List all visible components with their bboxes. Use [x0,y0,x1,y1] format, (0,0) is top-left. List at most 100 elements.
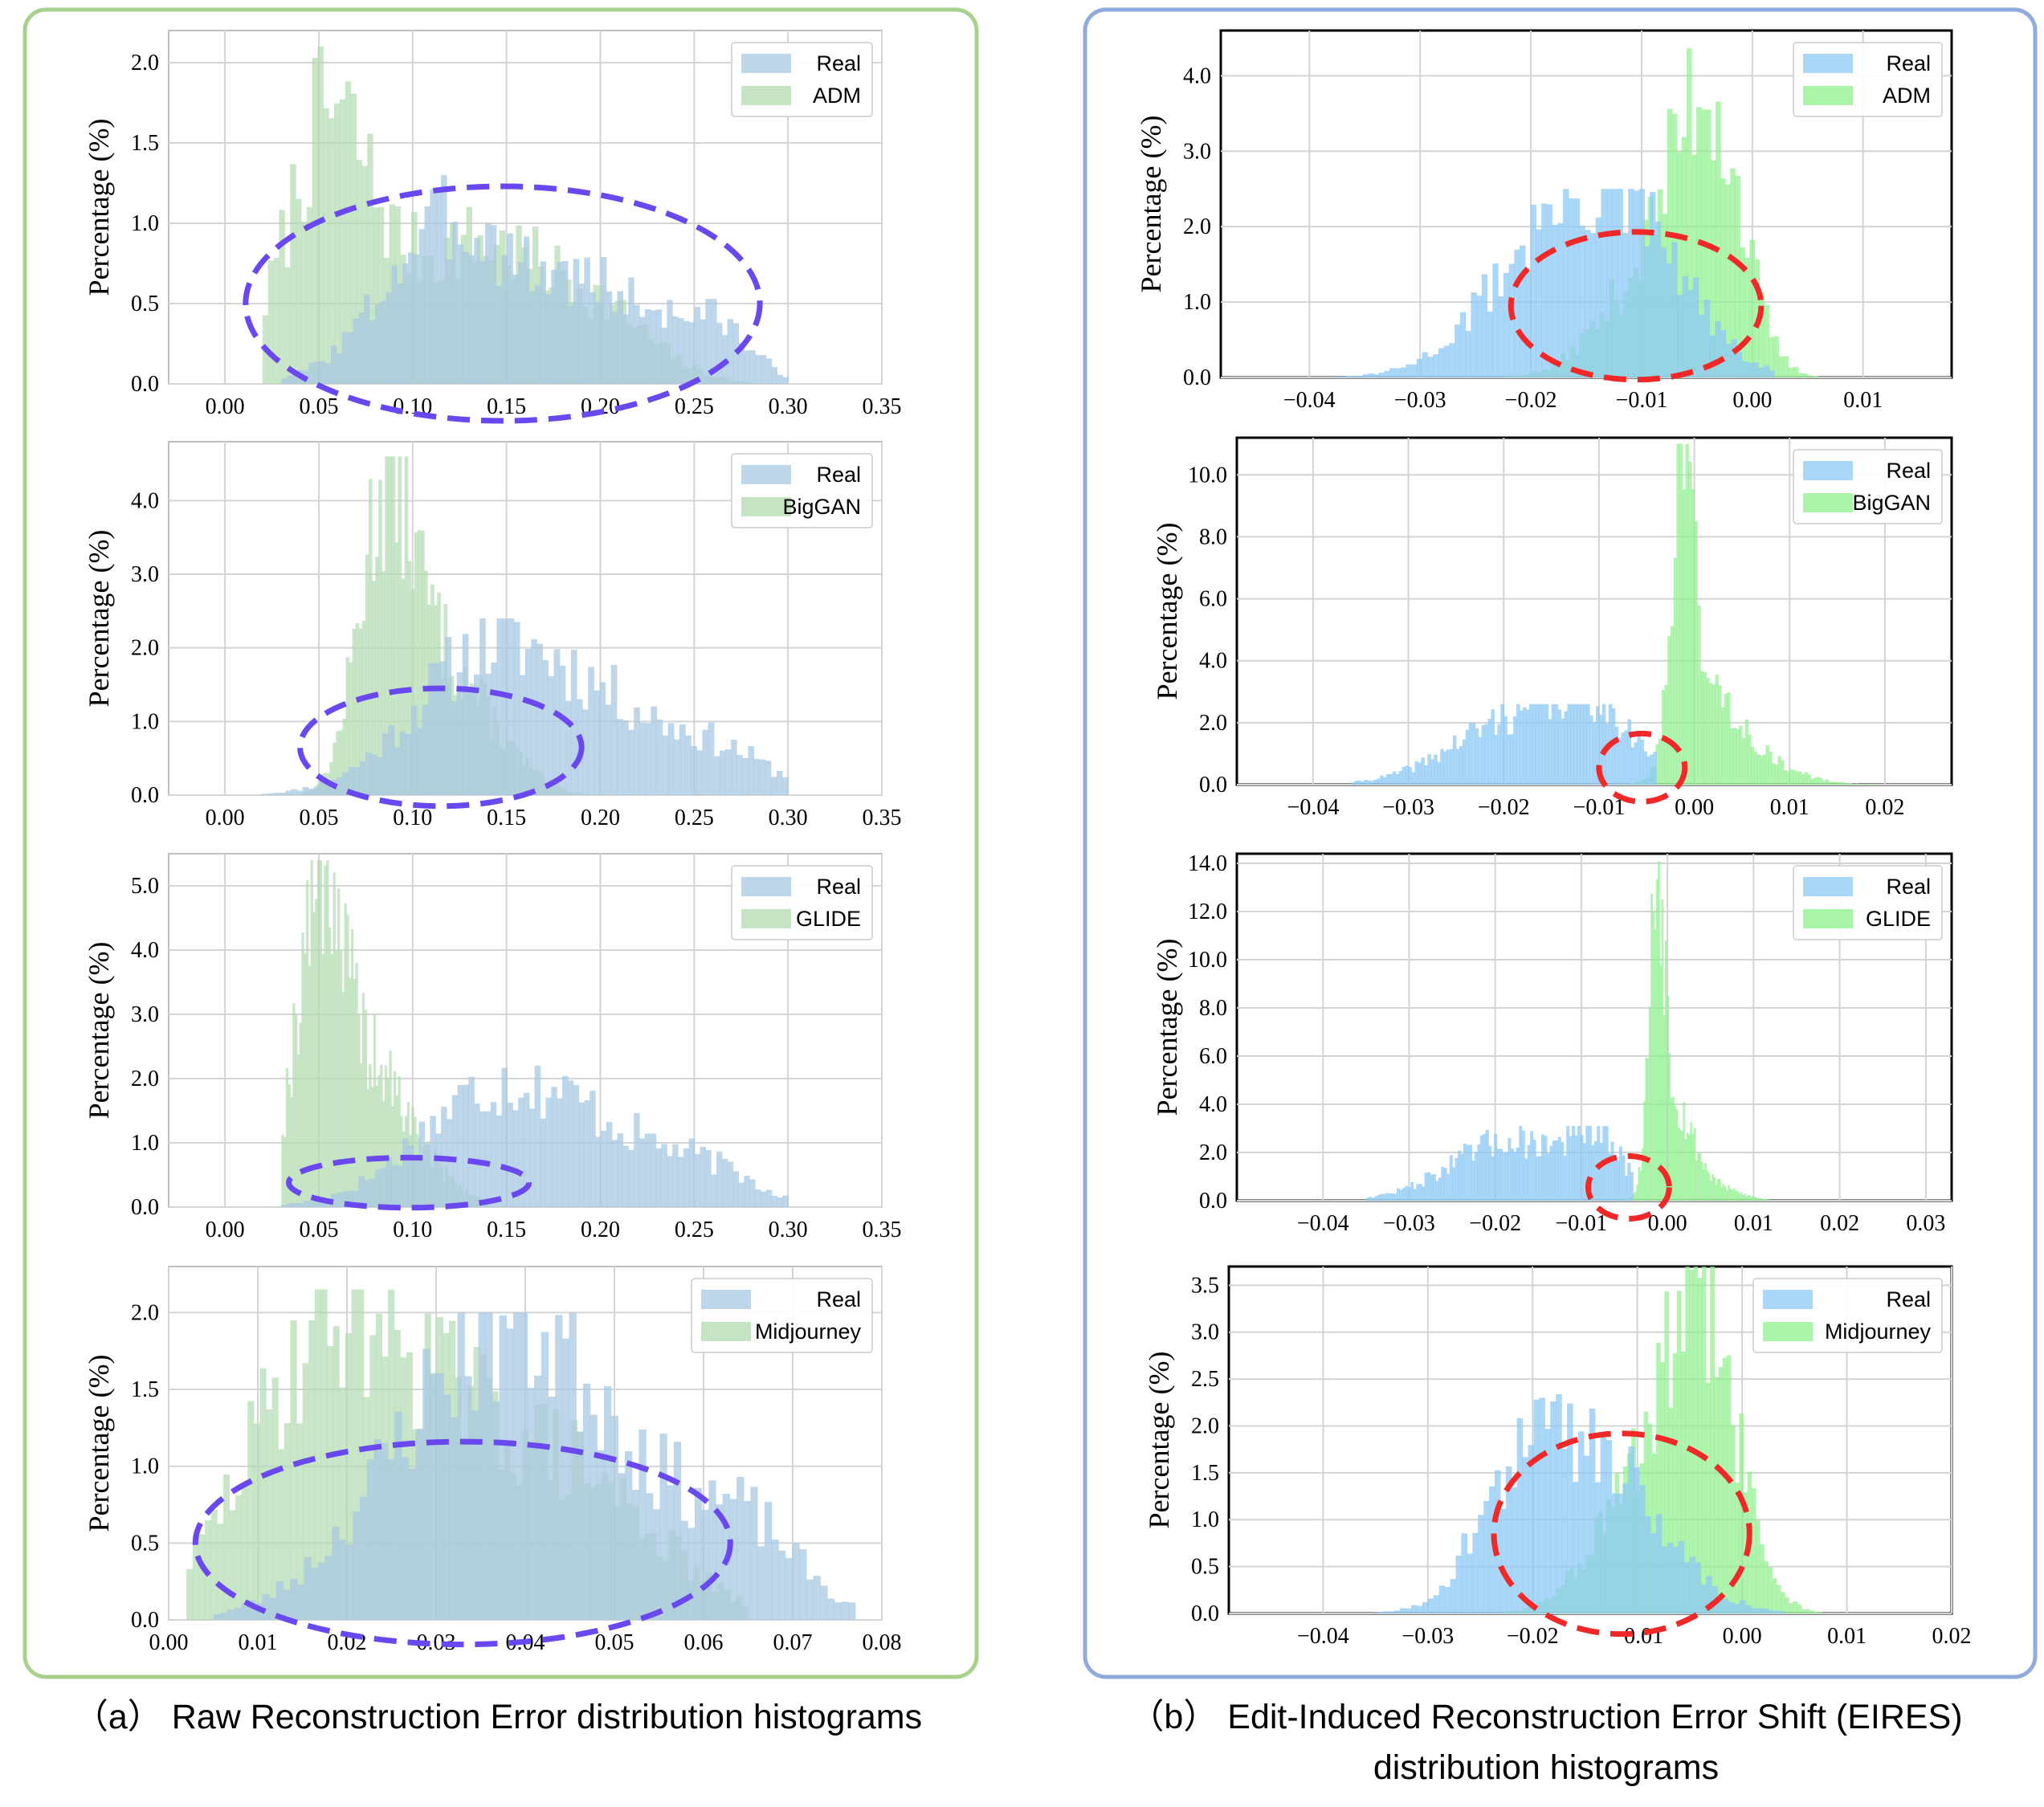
histogram-bar-biggan [1831,781,1835,785]
histogram-bar-adm [328,118,335,385]
histogram-bar-real [416,728,423,795]
histogram-bar-real [308,362,315,384]
histogram-bar-real [569,1312,577,1620]
histogram-bar-real [1580,1135,1584,1201]
x-tick-label: 0.00 [206,806,245,830]
histogram-bar-glide [326,860,329,1207]
histogram-bar-real [348,766,355,795]
histogram-bar-real [1585,230,1591,377]
histogram-bar-real [1536,1156,1540,1201]
histogram-bar-glide [1688,1134,1691,1201]
histogram-bar-real [792,1543,800,1620]
histogram-bar-biggan [1777,756,1781,785]
histogram-bar-real [705,299,712,384]
histogram-bar-biggan [1718,685,1722,785]
histogram-bar-real [373,1439,381,1620]
histogram-bar-real [1471,722,1476,785]
histogram-bar-glide [373,1014,377,1207]
histogram-bar-real [1503,716,1508,785]
histogram-bar-real [247,1600,256,1620]
histogram-bar-adm [1793,366,1799,377]
x-tick-label: 0.01 [1770,795,1809,820]
histogram-bar-real [551,1087,557,1207]
histogram-bar-real [667,1156,673,1207]
histogram-bar-real [1548,719,1552,785]
histogram-bar-real [1637,731,1641,785]
histogram-bar-adm [356,160,362,384]
histogram-bar-real [341,332,349,384]
histogram-bar-real [760,355,767,384]
highlight-ellipse [1596,730,1688,805]
histogram-bar-real [755,355,761,384]
histogram-bar-real [1588,1126,1592,1201]
histogram-bar-real [576,1431,584,1620]
histogram-bar-biggan [1822,780,1826,785]
histogram-bar-real [1418,1184,1422,1201]
histogram-bar-adm [1730,168,1736,377]
histogram-bar-real [673,1442,682,1620]
histogram-bar-adm [284,267,291,384]
histogram-bar-real [1521,1130,1525,1201]
histogram-bar-glide [1675,1109,1679,1201]
histogram-bar-real [1487,718,1492,785]
y-axis-label: Percentage (%) [83,1355,115,1532]
histogram-bar-glide [1731,1189,1734,1201]
histogram-bar-real [353,767,361,795]
histogram-bar-real [764,1502,773,1620]
histogram-bar-real [605,704,612,795]
histogram-bar-real [1497,724,1501,785]
histogram-bar-glide [1736,1191,1740,1201]
histogram-bar-real [457,1312,465,1620]
histogram-bar-real [1561,1448,1568,1613]
histogram-bar-real [1634,742,1638,785]
histogram-bar-glide [369,1063,372,1207]
histogram-bar-biggan [365,554,369,795]
histogram-bar-real [694,1154,701,1207]
histogram-bar-real [1508,1137,1512,1201]
x-tick-label: −0.04 [1297,1211,1349,1236]
histogram-bar-real [1389,368,1396,377]
histogram-bar-real [813,1576,821,1620]
histogram-bar-real [1761,1609,1769,1613]
x-tick-label: 0.01 [1734,1211,1773,1236]
histogram-bar-real [1601,189,1607,377]
histogram-bar-real [655,309,663,384]
histogram-bar-adm [1783,356,1789,377]
histogram-bar-real [677,1156,684,1207]
histogram-bar-glide [1742,1194,1744,1201]
histogram-bar-real [1422,352,1428,377]
x-tick-label: 0.25 [675,806,714,830]
histogram-bar-real [1516,704,1520,785]
histogram-bar-real [820,1585,828,1620]
histogram-bar-adm [1749,239,1756,377]
histogram-bar-real [1361,781,1365,785]
histogram-bar-real [1427,357,1434,377]
histogram-bar-real [1568,198,1575,377]
histogram-bar-glide [1695,1160,1698,1201]
x-tick-label: 0.01 [239,1630,278,1655]
y-tick-label: 1.0 [1183,290,1211,315]
histogram-bar-real [226,1609,235,1620]
histogram-bar-real [732,1171,740,1207]
histogram-bar-real [1458,1150,1462,1201]
histogram-bar-real [1698,315,1705,377]
histogram-bar-glide [1761,1199,1765,1201]
histogram-bar-real [1723,1598,1729,1613]
histogram-bar-biggan [1751,746,1755,785]
histogram-bar-real [1599,1142,1603,1201]
histogram-bar-midjourney [1676,1291,1682,1613]
histogram-bar-real [506,1328,514,1620]
histogram-bar-real [1614,726,1619,785]
histogram-bar-real [683,1148,690,1207]
histogram-bar-real [744,350,750,384]
histogram-bar-real [606,1122,613,1207]
histogram-bar-glide [1690,1122,1693,1201]
legend-swatch-0 [741,54,791,73]
histogram-bar-real [1763,365,1770,377]
histogram-bar-real [1371,1197,1375,1201]
histogram-bar-glide [1650,893,1653,1201]
x-tick-label: −0.02 [1478,795,1530,820]
histogram-bar-glide [1728,1185,1731,1201]
histogram-bar-real [721,1158,728,1207]
